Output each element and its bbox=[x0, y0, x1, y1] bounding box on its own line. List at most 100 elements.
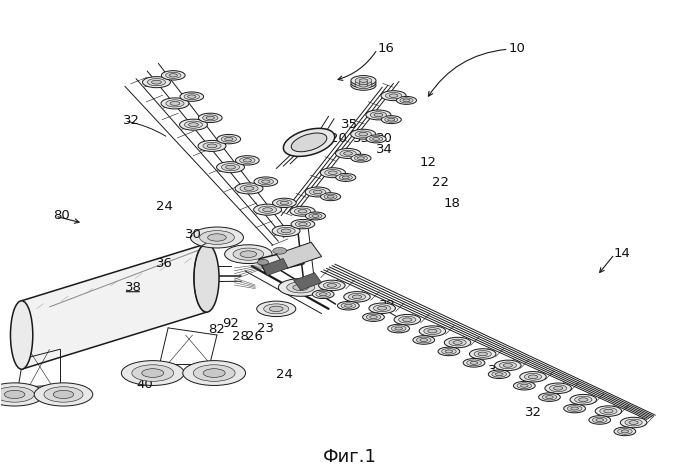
Ellipse shape bbox=[355, 83, 372, 89]
Text: 38: 38 bbox=[125, 280, 142, 293]
Ellipse shape bbox=[161, 71, 185, 81]
Ellipse shape bbox=[395, 327, 403, 330]
Ellipse shape bbox=[224, 138, 233, 141]
Ellipse shape bbox=[259, 207, 277, 214]
Ellipse shape bbox=[298, 223, 307, 226]
Ellipse shape bbox=[621, 430, 628, 433]
Text: 32: 32 bbox=[488, 363, 505, 376]
Ellipse shape bbox=[563, 405, 586, 413]
Ellipse shape bbox=[147, 79, 166, 87]
Ellipse shape bbox=[281, 229, 291, 233]
Text: 32: 32 bbox=[525, 405, 542, 418]
Ellipse shape bbox=[254, 178, 278, 187]
Ellipse shape bbox=[413, 336, 435, 345]
Ellipse shape bbox=[351, 77, 376, 86]
Ellipse shape bbox=[273, 199, 296, 208]
Ellipse shape bbox=[366, 111, 391, 120]
Ellipse shape bbox=[489, 370, 510, 379]
Polygon shape bbox=[22, 244, 206, 369]
Ellipse shape bbox=[222, 164, 240, 171]
Ellipse shape bbox=[291, 220, 315, 229]
Text: 28: 28 bbox=[232, 329, 249, 342]
Ellipse shape bbox=[545, 383, 571, 394]
Ellipse shape bbox=[373, 138, 380, 141]
Ellipse shape bbox=[208, 234, 226, 242]
Ellipse shape bbox=[142, 369, 164, 377]
Ellipse shape bbox=[185, 122, 203, 129]
Ellipse shape bbox=[336, 174, 356, 182]
Ellipse shape bbox=[445, 337, 471, 348]
Ellipse shape bbox=[474, 351, 491, 357]
Ellipse shape bbox=[344, 152, 352, 156]
Polygon shape bbox=[276, 243, 322, 269]
Ellipse shape bbox=[189, 123, 199, 127]
Ellipse shape bbox=[321, 193, 340, 201]
Ellipse shape bbox=[596, 418, 603, 422]
Ellipse shape bbox=[291, 134, 327, 152]
Ellipse shape bbox=[554, 387, 563, 390]
Ellipse shape bbox=[496, 373, 503, 376]
Text: 35: 35 bbox=[341, 118, 358, 130]
Ellipse shape bbox=[180, 120, 208, 131]
Ellipse shape bbox=[595, 406, 621, 416]
Ellipse shape bbox=[294, 208, 310, 215]
Ellipse shape bbox=[355, 78, 372, 85]
Ellipse shape bbox=[351, 79, 376, 89]
Ellipse shape bbox=[309, 214, 322, 219]
Text: 82: 82 bbox=[208, 323, 225, 336]
Text: 92: 92 bbox=[222, 316, 240, 329]
Ellipse shape bbox=[206, 117, 215, 120]
Ellipse shape bbox=[499, 362, 517, 369]
Ellipse shape bbox=[273, 248, 287, 255]
Ellipse shape bbox=[143, 78, 171, 89]
Ellipse shape bbox=[449, 339, 466, 346]
Ellipse shape bbox=[348, 294, 366, 301]
Text: 20: 20 bbox=[330, 132, 347, 145]
Ellipse shape bbox=[524, 374, 542, 380]
Ellipse shape bbox=[571, 407, 578, 410]
Ellipse shape bbox=[546, 396, 554, 399]
Ellipse shape bbox=[257, 301, 296, 317]
Ellipse shape bbox=[354, 156, 368, 161]
Text: 33: 33 bbox=[353, 132, 370, 145]
Ellipse shape bbox=[278, 279, 323, 297]
Ellipse shape bbox=[384, 118, 398, 123]
Ellipse shape bbox=[182, 361, 245, 386]
Ellipse shape bbox=[377, 307, 387, 310]
Ellipse shape bbox=[428, 329, 437, 333]
Ellipse shape bbox=[570, 395, 596, 405]
Ellipse shape bbox=[319, 280, 345, 291]
Ellipse shape bbox=[217, 162, 245, 173]
Ellipse shape bbox=[400, 99, 413, 104]
Ellipse shape bbox=[327, 284, 336, 288]
Ellipse shape bbox=[589, 416, 611, 425]
Polygon shape bbox=[262, 259, 288, 276]
Ellipse shape bbox=[53, 391, 73, 399]
Ellipse shape bbox=[352, 296, 361, 299]
Ellipse shape bbox=[593, 417, 607, 423]
Text: 48: 48 bbox=[255, 204, 272, 217]
Ellipse shape bbox=[319, 293, 327, 296]
Text: 30: 30 bbox=[185, 228, 202, 241]
Ellipse shape bbox=[391, 326, 406, 332]
Text: 14: 14 bbox=[613, 247, 630, 260]
Ellipse shape bbox=[313, 191, 322, 194]
Ellipse shape bbox=[161, 99, 189, 109]
Ellipse shape bbox=[453, 341, 462, 345]
Ellipse shape bbox=[385, 93, 402, 99]
Ellipse shape bbox=[217, 135, 240, 145]
Text: 12: 12 bbox=[419, 156, 436, 169]
Ellipse shape bbox=[203, 116, 218, 122]
Ellipse shape bbox=[388, 119, 395, 122]
Ellipse shape bbox=[478, 352, 487, 356]
Ellipse shape bbox=[517, 383, 532, 389]
Ellipse shape bbox=[403, 318, 412, 322]
Ellipse shape bbox=[327, 196, 334, 198]
Ellipse shape bbox=[521, 384, 528, 387]
Ellipse shape bbox=[618, 428, 632, 435]
Ellipse shape bbox=[263, 208, 273, 212]
Text: 16: 16 bbox=[377, 42, 394, 55]
Ellipse shape bbox=[4, 391, 25, 399]
Ellipse shape bbox=[424, 328, 441, 335]
Ellipse shape bbox=[542, 395, 556, 400]
